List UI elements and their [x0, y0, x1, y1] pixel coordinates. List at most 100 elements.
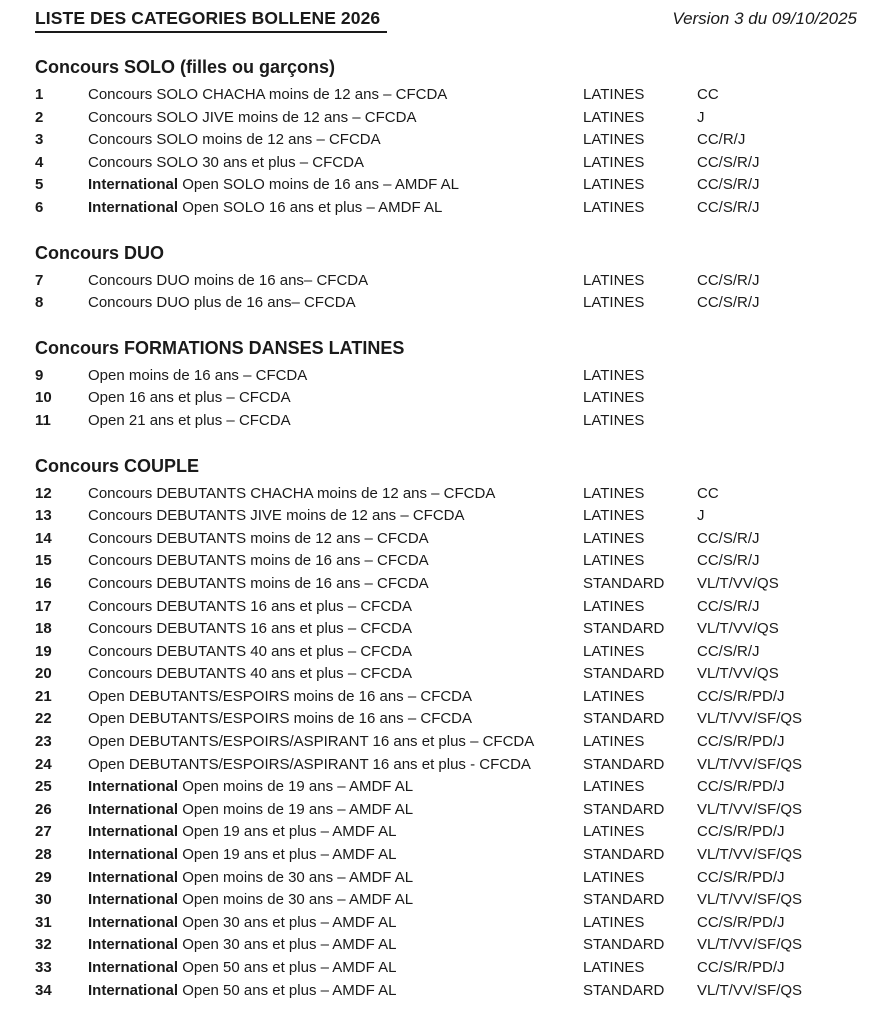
dance-style: LATINES	[583, 913, 645, 931]
category-prefix: International	[88, 778, 179, 796]
document-header: LISTE DES CATEGORIES BOLLENE 2026 Versio…	[35, 8, 857, 34]
category-description: International Open 30 ans et plus – AMDF …	[88, 912, 583, 935]
dance-style: STANDARD	[583, 891, 665, 909]
category-number: 15	[35, 552, 52, 570]
category-description: International Open SOLO 16 ans et plus – …	[88, 197, 583, 220]
category-row: 32 International Open 30 ans et plus – AM…	[35, 934, 857, 957]
category-description: International Open moins de 19 ans – AMDF…	[88, 776, 583, 799]
dance-style: STANDARD	[583, 620, 665, 638]
section-rows: 12 Concours DEBUTANTS CHACHA moins de 12…	[35, 483, 857, 1003]
category-prefix: International	[88, 891, 179, 909]
category-description: International Open SOLO moins de 16 ans –…	[88, 174, 583, 197]
category-description: Open 21 ans et plus – CFCDA	[88, 410, 583, 433]
category-label: Open 21 ans et plus – CFCDA	[88, 411, 291, 429]
category-description: Concours SOLO moins de 12 ans – CFCDA	[88, 129, 583, 152]
category-description: Open DEBUTANTS/ESPOIRS moins de 16 ans –…	[88, 708, 583, 731]
category-row: 9 Open moins de 16 ans – CFCDA LATINES	[35, 365, 857, 388]
category-label: Concours DEBUTANTS CHACHA moins de 12 an…	[88, 484, 496, 502]
category-prefix: International	[88, 800, 179, 818]
category-row: 23 Open DEBUTANTS/ESPOIRS/ASPIRANT 16 an…	[35, 731, 857, 754]
category-label: Open moins de 16 ans – CFCDA	[88, 366, 308, 384]
dance-style: LATINES	[583, 597, 645, 615]
category-label: Open 30 ans et plus – AMDF AL	[182, 913, 397, 931]
category-description: International Open 50 ans et plus – AMDF …	[88, 980, 583, 1003]
category-number: 30	[35, 891, 52, 909]
category-description: International Open moins de 30 ans – AMDF…	[88, 867, 583, 890]
category-row: 13 Concours DEBUTANTS JIVE moins de 12 a…	[35, 505, 857, 528]
dance-style: LATINES	[583, 959, 645, 976]
dance-codes: CC/S/R/J	[697, 597, 760, 615]
dance-style: LATINES	[583, 366, 645, 384]
category-number: 8	[35, 294, 44, 312]
dance-codes	[697, 387, 857, 410]
category-row: 29 International Open moins de 30 ans – A…	[35, 867, 857, 890]
dance-codes: CC/S/R/J	[697, 153, 760, 171]
category-row: 30 International Open moins de 30 ans – A…	[35, 889, 857, 912]
dance-codes: J	[697, 507, 705, 525]
dance-codes: CC/R/J	[697, 131, 746, 149]
category-row: 11 Open 21 ans et plus – CFCDA LATINES	[35, 410, 857, 433]
dance-style: LATINES	[583, 389, 645, 407]
category-number: 32	[35, 936, 52, 954]
category-label: Concours DUO moins de 16 ans– CFCDA	[88, 271, 369, 289]
dance-codes	[697, 410, 857, 433]
dance-codes: VL/T/VV/QS	[697, 574, 779, 592]
dance-style: LATINES	[583, 823, 645, 841]
category-row: 17 Concours DEBUTANTS 16 ans et plus – C…	[35, 596, 857, 619]
category-number: 7	[35, 271, 44, 289]
dance-style: LATINES	[583, 198, 645, 216]
category-row: 16 Concours DEBUTANTS moins de 16 ans – …	[35, 573, 857, 596]
category-description: Concours DEBUTANTS moins de 16 ans – CFC…	[88, 550, 583, 573]
dance-style: LATINES	[583, 411, 645, 429]
category-prefix: International	[88, 198, 179, 216]
dance-style: LATINES	[583, 108, 645, 126]
category-description: Concours SOLO 30 ans et plus – CFCDA	[88, 152, 583, 175]
category-description: International Open 19 ans et plus – AMDF …	[88, 844, 583, 867]
category-number: 24	[35, 755, 52, 773]
category-label: Open DEBUTANTS/ESPOIRS moins de 16 ans –…	[88, 710, 473, 728]
category-number: 3	[35, 131, 44, 149]
category-description: International Open 19 ans et plus – AMDF …	[88, 821, 583, 844]
category-label: Open moins de 19 ans – AMDF AL	[182, 800, 414, 818]
category-row: 14 Concours DEBUTANTS moins de 12 ans – …	[35, 528, 857, 551]
section-heading: Concours DUO	[35, 242, 165, 263]
category-label: Concours SOLO JIVE moins de 12 ans – CFC…	[88, 108, 417, 126]
category-row: 31 International Open 30 ans et plus – AM…	[35, 912, 857, 935]
dance-codes: CC	[697, 86, 719, 103]
dance-style: LATINES	[583, 271, 645, 289]
dance-style: LATINES	[583, 778, 645, 796]
dance-style: LATINES	[583, 868, 645, 886]
category-row: 15 Concours DEBUTANTS moins de 16 ans – …	[35, 550, 857, 573]
dance-codes: CC/S/R/PD/J	[697, 913, 785, 931]
category-number: 18	[35, 620, 52, 638]
category-row: 12 Concours DEBUTANTS CHACHA moins de 12…	[35, 483, 857, 506]
category-row: 19 Concours DEBUTANTS 40 ans et plus – C…	[35, 641, 857, 664]
dance-codes: CC/S/R/PD/J	[697, 778, 785, 796]
dance-style: STANDARD	[583, 800, 665, 818]
category-description: Open DEBUTANTS/ESPOIRS/ASPIRANT 16 ans e…	[88, 754, 583, 777]
category-number: 21	[35, 687, 52, 705]
category-row: 4 Concours SOLO 30 ans et plus – CFCDA L…	[35, 152, 857, 175]
dance-style: LATINES	[583, 176, 645, 194]
categories-document: LISTE DES CATEGORIES BOLLENE 2026 Versio…	[35, 8, 857, 1003]
dance-codes: CC/S/R/J	[697, 642, 760, 660]
category-description: Concours DEBUTANTS CHACHA moins de 12 an…	[88, 483, 583, 506]
category-description: Concours DEBUTANTS 40 ans et plus – CFCD…	[88, 663, 583, 686]
category-section: Concours SOLO (filles ou garçons) 1 Conc…	[35, 56, 857, 220]
category-label: Concours DEBUTANTS 16 ans et plus – CFCD…	[88, 620, 413, 638]
dance-codes: J	[697, 108, 705, 126]
dance-style: LATINES	[583, 733, 645, 751]
category-description: International Open 50 ans et plus – AMDF …	[88, 957, 583, 980]
category-number: 28	[35, 846, 52, 864]
category-number: 1	[35, 86, 44, 103]
category-label: Concours SOLO 30 ans et plus – CFCDA	[88, 153, 364, 171]
category-description: Concours DEBUTANTS moins de 16 ans – CFC…	[88, 573, 583, 596]
category-number: 14	[35, 529, 52, 547]
category-number: 25	[35, 778, 52, 796]
dance-codes: VL/T/VV/SF/QS	[697, 936, 803, 954]
category-description: Concours DEBUTANTS 40 ans et plus – CFCD…	[88, 641, 583, 664]
category-section: Concours DUO 7 Concours DUO moins de 16 …	[35, 242, 857, 315]
category-description: Open moins de 16 ans – CFCDA	[88, 365, 583, 388]
category-label: Open SOLO moins de 16 ans – AMDF AL	[182, 176, 459, 194]
category-number: 34	[35, 981, 52, 999]
